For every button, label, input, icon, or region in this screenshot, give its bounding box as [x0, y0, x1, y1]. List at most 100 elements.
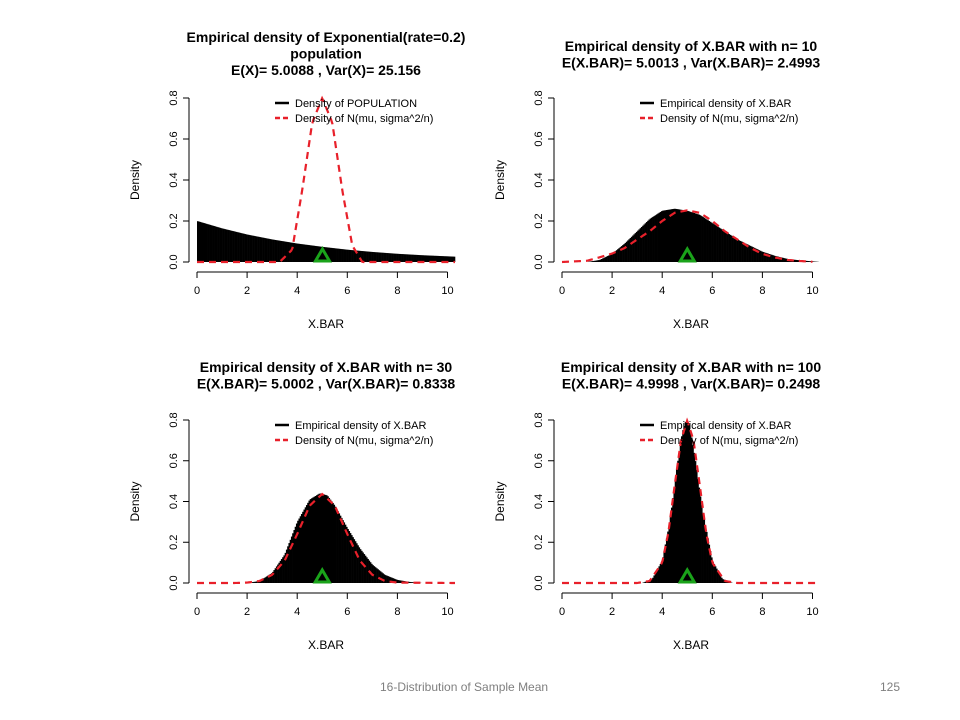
histogram-bar: [274, 568, 277, 583]
histogram-bar: [424, 255, 427, 262]
histogram-bar: [618, 248, 620, 262]
histogram-bar: [302, 244, 304, 262]
histogram-bar: [609, 254, 612, 262]
histogram-bar: [268, 574, 270, 583]
histogram-bar: [267, 238, 269, 262]
histogram-bar: [199, 221, 202, 262]
histogram-bar: [294, 526, 297, 583]
legend-label-normal: Density of N(mu, sigma^2/n): [295, 435, 433, 447]
histogram-bar: [272, 571, 274, 583]
histogram-bar: [807, 261, 810, 262]
histogram-bar: [250, 235, 253, 262]
histogram-bar: [397, 253, 399, 262]
histogram-bar: [711, 557, 713, 583]
y-tick-label: 0.4: [168, 172, 180, 187]
histogram-bar: [721, 577, 723, 583]
x-tick-label: 0: [559, 285, 565, 297]
histogram-bar: [653, 216, 655, 262]
histogram-bar: [393, 253, 396, 262]
histogram-bar: [227, 229, 229, 262]
histogram-bar: [305, 244, 308, 262]
histogram-bar: [451, 256, 453, 262]
histogram-bar: [223, 228, 225, 262]
histogram-bar: [727, 233, 729, 262]
histogram-bar: [225, 229, 228, 262]
histogram-bar: [809, 261, 812, 262]
histogram-bar: [255, 581, 258, 583]
histogram-bar: [615, 250, 618, 262]
histogram-bar: [654, 573, 657, 583]
histogram-bar: [679, 209, 682, 262]
histogram-bar: [605, 256, 608, 262]
histogram-bar: [258, 236, 260, 262]
histogram-bar: [253, 235, 255, 262]
histogram-bar: [252, 235, 254, 262]
histogram-bar: [612, 253, 614, 262]
legend-label-empirical: Empirical density of X.BAR: [295, 420, 426, 432]
histogram-bar: [736, 239, 738, 262]
histogram-bar: [726, 232, 728, 262]
histogram-bar: [293, 243, 295, 262]
histogram-bar: [593, 260, 595, 262]
histogram-bar: [416, 254, 418, 262]
histogram-bar: [290, 536, 293, 583]
histogram-bar: [664, 544, 667, 583]
histogram-bar: [319, 493, 322, 583]
histogram-bar: [644, 223, 647, 262]
histogram-bar: [217, 227, 219, 262]
chart-title-line: Empirical density of X.BAR with n= 100: [561, 359, 821, 375]
histogram-bar: [379, 252, 382, 262]
y-tick-label: 0.8: [533, 90, 545, 105]
histogram-bar: [756, 248, 758, 262]
chart-title-line: Empirical density of Exponential(rate=0.…: [187, 29, 466, 45]
histogram-bar: [699, 215, 702, 262]
y-tick-label: 0.2: [533, 213, 545, 228]
histogram-bar: [647, 220, 649, 262]
histogram-bar: [660, 561, 663, 583]
histogram-bar: [436, 255, 438, 262]
histogram-bar: [712, 561, 714, 583]
x-axis-label: X.BAR: [673, 317, 709, 331]
histogram-bar: [282, 557, 284, 583]
histogram-bar: [428, 255, 431, 262]
histogram-bar: [283, 555, 285, 583]
histogram-bar: [708, 221, 711, 262]
histogram-bar: [393, 578, 396, 583]
histogram-bar: [260, 237, 263, 262]
histogram-bar: [392, 578, 394, 583]
histogram-bar: [613, 252, 615, 262]
histogram-bar: [687, 210, 689, 262]
chart-title-line: Empirical density of X.BAR with n= 10: [565, 38, 818, 54]
histogram-bar: [334, 248, 337, 262]
histogram-bar: [259, 237, 262, 262]
histogram-bar: [352, 537, 354, 583]
histogram-bar: [732, 236, 734, 262]
histogram-bar: [372, 252, 374, 262]
histogram-bar: [210, 225, 213, 262]
histogram-bar: [688, 211, 691, 262]
histogram-bar: [364, 251, 367, 262]
histogram-bar: [346, 526, 348, 583]
histogram-bar: [722, 579, 724, 583]
chart-title-line: E(X.BAR)= 5.0002 , Var(X.BAR)= 0.8338: [197, 376, 456, 392]
histogram-bar: [327, 247, 329, 262]
y-axis-label: Density: [128, 160, 142, 200]
histogram-bar: [677, 460, 679, 583]
histogram-bar: [649, 218, 652, 262]
histogram-bar: [383, 574, 386, 583]
histogram-bar: [447, 256, 450, 262]
histogram-bar: [290, 242, 293, 262]
histogram-bar: [650, 579, 653, 583]
histogram-bar: [357, 250, 359, 262]
histogram-bar: [397, 580, 399, 583]
histogram-bar: [264, 577, 267, 583]
histogram-bar: [598, 260, 600, 262]
histogram-bar: [767, 253, 769, 262]
histogram-bar: [667, 209, 669, 262]
histogram-bar: [663, 550, 665, 583]
histogram-bar: [776, 256, 778, 262]
histogram-bar: [378, 570, 381, 583]
histogram-bar: [269, 239, 272, 262]
histogram-bar: [703, 217, 706, 262]
histogram-bar: [654, 215, 657, 262]
